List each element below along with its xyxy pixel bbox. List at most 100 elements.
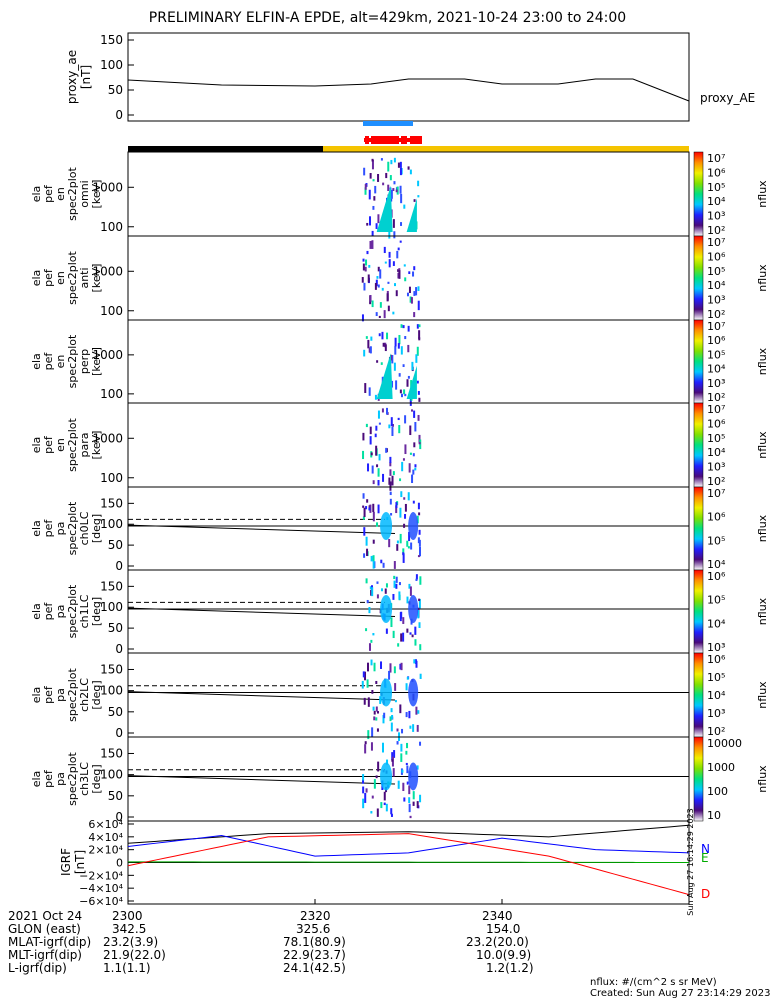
spectrogram-pixel [395, 505, 398, 514]
spectrogram-pixel [412, 453, 415, 457]
spectrogram-pixel [387, 281, 390, 284]
spectrogram-pixel [403, 797, 406, 802]
y-axis-label: pef [42, 519, 55, 538]
y-axis-label: spec2plot [66, 668, 79, 722]
spectrogram-pixel [383, 712, 386, 719]
loss-cone-line [127, 691, 396, 701]
proxy-ae-frame [127, 32, 690, 122]
spectrogram-pixel [373, 779, 376, 789]
spectrogram-pixel [414, 421, 417, 432]
spectrogram-pixel [409, 397, 412, 406]
spectrogram-pixel [384, 261, 387, 264]
y-axis-label: para [78, 433, 91, 458]
spectrogram-pixel [391, 423, 394, 427]
spectrogram-pixel [389, 481, 392, 491]
spectrogram-pixel [418, 512, 421, 516]
spectrogram-pixel [392, 471, 395, 476]
spectrogram-pixel [376, 360, 379, 363]
colorbar-tick-label: 10⁴ [707, 558, 726, 571]
y-axis-label: [nT] [73, 850, 87, 874]
spectrogram-pixel [403, 389, 406, 395]
y-tick-label: 150 [100, 579, 123, 593]
spectrogram-pixel [388, 538, 391, 548]
spectrogram-pixel [369, 346, 372, 354]
spectrogram-pixel [407, 344, 410, 353]
y-tick-label: 150 [100, 33, 123, 47]
spectrogram-pixel [416, 346, 419, 356]
spectrogram-pixel [369, 586, 372, 590]
spectrogram-pixel [372, 555, 375, 562]
spectrogram-pixel [399, 533, 402, 544]
y-tick-label: 150 [100, 746, 123, 760]
y-tick-label: 150 [100, 496, 123, 510]
spectrogram-pixel [418, 442, 421, 445]
created-stamp: Created: Sun Aug 27 23:14:29 2023 [590, 988, 771, 999]
spectrogram-pixel [402, 782, 405, 792]
spectrogram-pixel [377, 504, 380, 514]
spectrogram-pixel [413, 199, 416, 202]
spectrogram-pixel [374, 433, 377, 438]
y-axis-label: en [54, 271, 67, 285]
spectrogram-pixel [372, 179, 375, 182]
spectrogram-pixel [400, 222, 403, 226]
spectrogram-pixel [372, 511, 375, 522]
pitch-angle-blob [408, 512, 419, 541]
spectrogram-pixel [404, 444, 407, 455]
spectrogram-pixel [379, 696, 382, 704]
spectrogram-pixel [418, 598, 421, 602]
spectrogram-pixel [414, 639, 417, 646]
y-axis-label: [keV] [90, 347, 103, 376]
spectrogram-pixel [414, 467, 417, 471]
colorbar [693, 319, 704, 404]
spectrogram-pixel [375, 223, 378, 229]
spectrogram-pixel [398, 591, 401, 600]
y-axis-label: IGRF [59, 848, 73, 876]
colorbar-tick-label: 10² [707, 475, 725, 488]
spectrogram-pixel [406, 540, 409, 547]
spectrogram-pixel [389, 175, 392, 181]
spectrogram-pixel [362, 786, 365, 794]
spectrogram-pixel [381, 408, 384, 413]
spectrogram-pixel [375, 312, 378, 317]
spectrogram-pixel [374, 394, 377, 400]
colorbar-tick-label: 10⁵ [707, 432, 725, 445]
spectrogram-pixel [417, 180, 420, 187]
y-tick-label: 0 [115, 642, 123, 656]
spectrogram-pixel [370, 589, 373, 596]
spectrogram-pixel [385, 583, 388, 588]
spectrogram-pixel [401, 728, 404, 734]
colorbar-tick-label: 1000 [707, 761, 735, 774]
spectrogram-pixel [419, 644, 422, 651]
colorbar-unit: nflux [756, 514, 769, 542]
footer-cell: 10.0(9.9) [476, 948, 532, 962]
spectrogram-pixel [372, 706, 375, 711]
spectrogram-pixel [391, 759, 394, 762]
spectrogram-pixel [388, 670, 391, 680]
y-tick-label: 50 [108, 83, 123, 97]
spectrogram-pixel [398, 334, 401, 345]
spectrogram-pixel [403, 204, 406, 209]
spectrogram-pixel [366, 679, 369, 688]
footer-row-label: MLAT-igrf(dip) [8, 935, 92, 949]
colorbar-tick-label: 10⁴ [707, 446, 726, 459]
spectrogram-pixel [417, 537, 420, 544]
spectrogram-pixel [395, 380, 398, 390]
spectrogram-pixel [372, 205, 375, 210]
spectrogram-pixel [405, 712, 408, 718]
colorbar-tick-label: 10² [707, 725, 725, 738]
spectrogram-pixel [389, 491, 392, 496]
y-tick-label: −4×10⁴ [79, 882, 123, 895]
spectrogram-pixel [416, 765, 419, 770]
spectrogram-pixel [405, 683, 408, 691]
spectrogram-pixel [399, 389, 402, 394]
y-tick-label: 2×10⁴ [88, 844, 123, 857]
colorbar [693, 652, 704, 738]
spectrogram-pixel [419, 794, 422, 803]
spectrogram-pixel [392, 593, 395, 600]
spectrogram-pixel [383, 791, 386, 801]
pitch-angle-blob [380, 762, 393, 791]
y-tick-label: −6×10⁴ [79, 895, 123, 908]
spectrogram-pixel [397, 343, 400, 349]
y-axis-label: ela [30, 603, 43, 620]
spectrogram-pixel [408, 797, 411, 803]
